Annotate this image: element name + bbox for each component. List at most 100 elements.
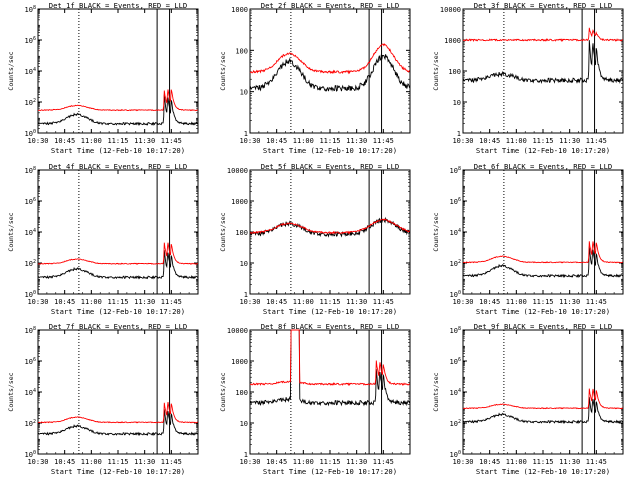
- y-axis-label: Counts/sec: [432, 51, 440, 90]
- y-axis-label: Counts/sec: [219, 372, 227, 411]
- y-tick-label: 104: [450, 388, 461, 397]
- y-tick-label: 10: [240, 260, 248, 268]
- y-axis-label: Counts/sec: [7, 212, 15, 251]
- x-axis-label: Start Time (12-Feb-10 10:17:20): [476, 467, 610, 476]
- x-tick-label: 11:45: [586, 458, 607, 466]
- x-tick-label: 11:00: [293, 458, 314, 466]
- x-tick-label: 10:30: [239, 458, 260, 466]
- x-tick-label: 10:45: [54, 458, 75, 466]
- x-tick-label: 10:45: [54, 298, 75, 306]
- red-lld-series-line: [37, 242, 198, 265]
- x-tick-label: 11:00: [293, 298, 314, 306]
- x-tick-label: 10:30: [452, 137, 473, 145]
- y-tick-label: 100: [25, 129, 36, 138]
- x-tick-label: 11:15: [532, 137, 553, 145]
- x-tick-label: 11:45: [586, 298, 607, 306]
- x-tick-label: 11:15: [107, 137, 128, 145]
- panel-title: Det 4f BLACK = Events, RED = LLD: [49, 162, 187, 171]
- y-tick-label: 108: [450, 326, 461, 335]
- x-tick-label: 11:45: [161, 137, 182, 145]
- x-tick-label: 10:30: [239, 137, 260, 145]
- y-tick-label: 108: [25, 166, 36, 175]
- red-lld-series-line: [37, 402, 198, 424]
- y-tick-label: 10: [240, 89, 248, 97]
- x-tick-label: 11:30: [346, 458, 367, 466]
- black-events-series-line: [249, 54, 411, 92]
- y-tick-label: 1000: [231, 358, 248, 366]
- x-axis-label: Start Time (12-Feb-10 10:17:20): [263, 146, 397, 155]
- y-tick-label: 102: [25, 419, 36, 428]
- x-axis-label: Start Time (12-Feb-10 10:17:20): [263, 467, 397, 476]
- x-tick-label: 11:00: [293, 137, 314, 145]
- x-tick-label: 11:15: [319, 298, 340, 306]
- x-tick-label: 11:30: [559, 458, 580, 466]
- panel-title: Det 6f BLACK = Events, RED = LLD: [474, 162, 612, 171]
- x-tick-label: 11:00: [506, 137, 527, 145]
- y-tick-label: 10000: [227, 167, 248, 175]
- y-tick-label: 100: [450, 450, 461, 459]
- x-tick-label: 11:45: [373, 458, 394, 466]
- red-lld-series-line: [462, 241, 623, 264]
- panel-title: Det 5f BLACK = Events, RED = LLD: [261, 162, 399, 171]
- plot-frame: [37, 329, 199, 455]
- x-tick-label: 11:30: [559, 137, 580, 145]
- panel-det-7f: Det 7f BLACK = Events, RED = LLD 100 102 10…: [7, 322, 199, 476]
- x-axis-label: Start Time (12-Feb-10 10:17:20): [51, 307, 185, 316]
- black-events-series-line: [462, 40, 624, 84]
- x-tick-label: 10:45: [266, 458, 287, 466]
- y-tick-label: 106: [25, 197, 36, 206]
- red-lld-series-line: [249, 329, 410, 386]
- y-tick-label: 104: [450, 228, 461, 237]
- y-tick-label: 100: [450, 290, 461, 299]
- y-tick-label: 10: [240, 420, 248, 428]
- x-tick-label: 11:15: [107, 458, 128, 466]
- black-events-series-line: [249, 329, 411, 407]
- y-axis-label: Counts/sec: [7, 372, 15, 411]
- x-tick-label: 10:45: [479, 458, 500, 466]
- x-tick-label: 11:30: [134, 458, 155, 466]
- black-events-series-line: [37, 249, 199, 280]
- y-tick-label: 1: [244, 291, 248, 299]
- y-tick-label: 106: [25, 357, 36, 366]
- y-tick-label: 102: [450, 259, 461, 268]
- x-tick-label: 11:45: [161, 458, 182, 466]
- plot-frame: [462, 8, 624, 134]
- x-axis-label: Start Time (12-Feb-10 10:17:20): [51, 146, 185, 155]
- y-tick-label: 1: [244, 451, 248, 459]
- panel-det-1f: Det 1f BLACK = Events, RED = LLD 100 102 10…: [7, 1, 199, 155]
- x-tick-label: 11:00: [506, 298, 527, 306]
- panel-title: Det 7f BLACK = Events, RED = LLD: [49, 322, 187, 331]
- y-tick-label: 100: [25, 450, 36, 459]
- x-tick-label: 10:45: [479, 298, 500, 306]
- x-tick-label: 10:45: [266, 298, 287, 306]
- red-lld-series-line: [462, 388, 623, 410]
- x-axis-label: Start Time (12-Feb-10 10:17:20): [476, 307, 610, 316]
- y-tick-label: 100: [235, 47, 248, 55]
- x-tick-label: 11:30: [559, 298, 580, 306]
- y-tick-label: 106: [450, 197, 461, 206]
- y-axis-label: Counts/sec: [219, 212, 227, 251]
- x-tick-label: 10:30: [27, 458, 48, 466]
- x-tick-label: 11:15: [319, 137, 340, 145]
- x-tick-label: 11:45: [161, 298, 182, 306]
- y-tick-label: 102: [450, 419, 461, 428]
- x-tick-label: 11:45: [373, 298, 394, 306]
- panel-det-6f: Det 6f BLACK = Events, RED = LLD 100 102 10…: [432, 162, 624, 316]
- panel-title: Det 1f BLACK = Events, RED = LLD: [49, 1, 187, 10]
- x-tick-label: 11:00: [81, 137, 102, 145]
- red-lld-series-line: [462, 27, 623, 43]
- y-axis-label: Counts/sec: [219, 51, 227, 90]
- black-events-series-line: [462, 397, 624, 425]
- x-tick-label: 11:15: [532, 458, 553, 466]
- x-axis-label: Start Time (12-Feb-10 10:17:20): [263, 307, 397, 316]
- y-tick-label: 102: [25, 98, 36, 107]
- x-tick-label: 11:45: [373, 137, 394, 145]
- x-tick-label: 10:45: [479, 137, 500, 145]
- panel-title: Det 9f BLACK = Events, RED = LLD: [474, 322, 612, 331]
- x-tick-label: 10:30: [239, 298, 260, 306]
- y-tick-label: 10: [453, 99, 461, 107]
- y-tick-label: 104: [25, 67, 36, 76]
- x-tick-label: 10:30: [27, 137, 48, 145]
